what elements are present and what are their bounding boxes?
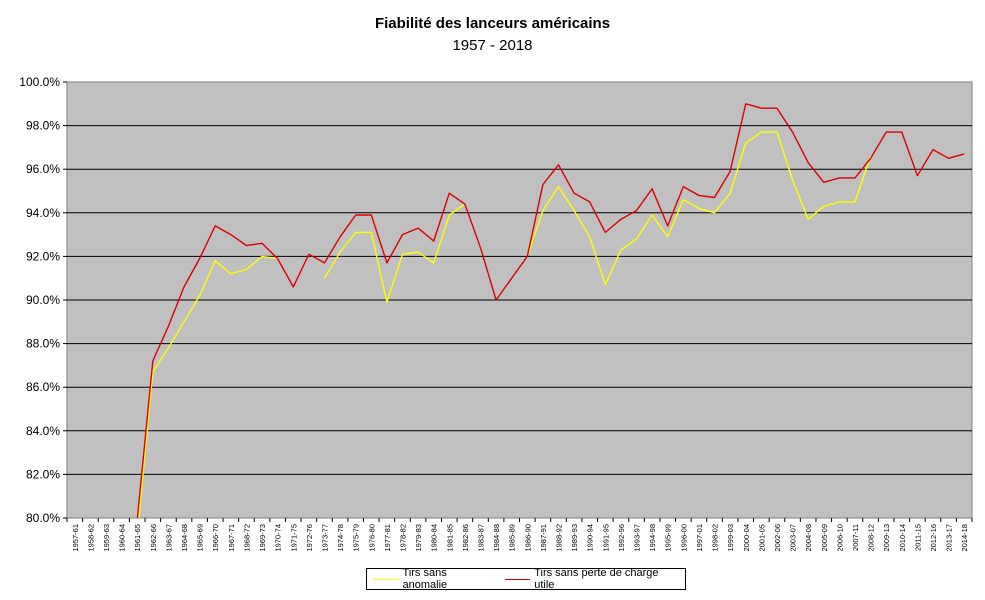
x-tick-label: 1982-86 (461, 524, 470, 552)
x-tick-label: 1977-81 (383, 524, 392, 552)
x-tick-label: 1963-67 (164, 524, 173, 552)
x-tick-label: 2010-14 (898, 524, 907, 552)
x-tick-label: 1962-66 (149, 524, 158, 552)
x-tick-label: 2003-07 (789, 524, 798, 552)
y-tick-label: 92.0% (26, 249, 60, 263)
y-tick-label: 86.0% (26, 380, 60, 394)
x-tick-label: 1968-72 (242, 524, 251, 552)
x-tick-label: 1972-76 (305, 524, 314, 552)
y-tick-label: 84.0% (26, 424, 60, 438)
x-tick-label: 1971-75 (289, 524, 298, 552)
x-tick-label: 1994-98 (648, 524, 657, 552)
x-tick-label: 1989-93 (570, 524, 579, 552)
x-tick-label: 2007-11 (851, 524, 860, 551)
legend-swatch-yellow (373, 578, 399, 580)
x-tick-label: 2004-08 (804, 524, 813, 552)
series-line-tirs-sans-anomalie (138, 131, 872, 518)
gridlines (67, 125, 972, 475)
x-tick-label: 1984-88 (492, 524, 501, 552)
legend-label: Tirs sans perte de charge utile (534, 567, 659, 591)
y-tick-label: 100.0% (19, 75, 60, 89)
x-tick-label: 2000-04 (742, 524, 751, 552)
x-tick-label: 1970-74 (274, 524, 283, 552)
legend-label: Tirs sans anomalie (402, 567, 448, 591)
x-tick-label: 2014-18 (960, 524, 969, 552)
y-tick-label: 98.0% (26, 119, 60, 133)
x-tick-label: 1986-90 (523, 524, 532, 552)
x-tick-label: 1979-83 (414, 524, 423, 552)
series-line-tirs-sans-perte-de-charge-utile (136, 103, 965, 518)
x-tick-label: 1999-03 (726, 524, 735, 552)
x-tick-label: 1996-00 (679, 524, 688, 552)
x-tick-label: 1976-80 (367, 524, 376, 552)
x-tick-label: 1960-64 (118, 524, 127, 552)
x-tick-label: 1959-63 (102, 524, 111, 552)
legend-item-tirs-sans-anomalie: Tirs sans anomalie (373, 567, 493, 591)
x-tick-label: 1978-82 (398, 524, 407, 552)
x-tick-label: 2011-15 (913, 524, 922, 551)
legend-swatch-red (504, 578, 531, 580)
chart-subtitle: 1957 - 2018 (452, 37, 533, 54)
y-tick-label: 94.0% (26, 206, 60, 220)
x-tick-label: 2009-13 (882, 524, 891, 552)
x-tick-label: 2001-05 (757, 524, 766, 552)
x-tick-label: 1981-85 (445, 524, 454, 552)
x-tick-label: 2012-16 (929, 524, 938, 552)
x-tick-label: 1965-69 (196, 524, 205, 552)
x-tick-label: 1995-99 (664, 524, 673, 552)
y-tick-label: 82.0% (26, 467, 60, 481)
x-tick-label: 1964-68 (180, 524, 189, 552)
x-tick-label: 2005-09 (820, 524, 829, 552)
x-tick-label: 1980-84 (430, 524, 439, 552)
x-tick-label: 1958-62 (86, 524, 95, 552)
x-tick-label: 2006-10 (835, 524, 844, 552)
x-tick-label: 1983-87 (476, 524, 485, 552)
legend-item-tirs-sans-perte: Tirs sans perte de charge utile (504, 567, 679, 591)
x-tick-label: 1997-01 (695, 524, 704, 552)
series-lines (136, 103, 965, 518)
x-tick-label: 1961-65 (133, 524, 142, 552)
y-tick-label: 90.0% (26, 293, 60, 307)
x-tick-label: 1992-96 (617, 524, 626, 552)
x-tick-label: 1974-78 (336, 524, 345, 552)
x-tick-label: 1985-89 (508, 524, 517, 552)
x-tick-label: 1967-71 (227, 524, 236, 552)
x-tick-label: 2008-12 (867, 524, 876, 552)
x-tick-label: 1957-61 (71, 524, 80, 552)
x-tick-label: 1991-95 (601, 524, 610, 552)
x-tick-label: 2002-06 (773, 524, 782, 552)
x-tick-label: 1990-94 (586, 524, 595, 552)
x-tick-label: 2013-17 (945, 524, 954, 552)
x-axis: 1957-61 1958-62 1959-63 1960-64 1961-65 1962-… (66, 518, 973, 552)
x-tick-label: 1975-79 (352, 524, 361, 552)
y-tick-label: 96.0% (26, 162, 60, 176)
x-tick-label: 1973-77 (320, 524, 329, 552)
y-axis: 80.0% 82.0% 84.0% 86.0% 88.0% 90.0% 92.0% 94.0%… (19, 75, 67, 525)
x-tick-label: 1998-02 (711, 524, 720, 552)
x-tick-label: 1987-91 (539, 524, 548, 552)
legend: Tirs sans anomalie Tirs sans perte de ch… (366, 567, 686, 591)
y-tick-label: 80.0% (26, 511, 60, 525)
x-tick-label: 1966-70 (211, 524, 220, 552)
x-tick-label: 1969-73 (258, 524, 267, 552)
y-tick-label: 88.0% (26, 337, 60, 351)
x-tick-label: 1993-97 (633, 524, 642, 552)
x-tick-label: 1988-92 (555, 524, 564, 552)
chart-title: Fiabilité des lanceurs américains (374, 15, 611, 32)
